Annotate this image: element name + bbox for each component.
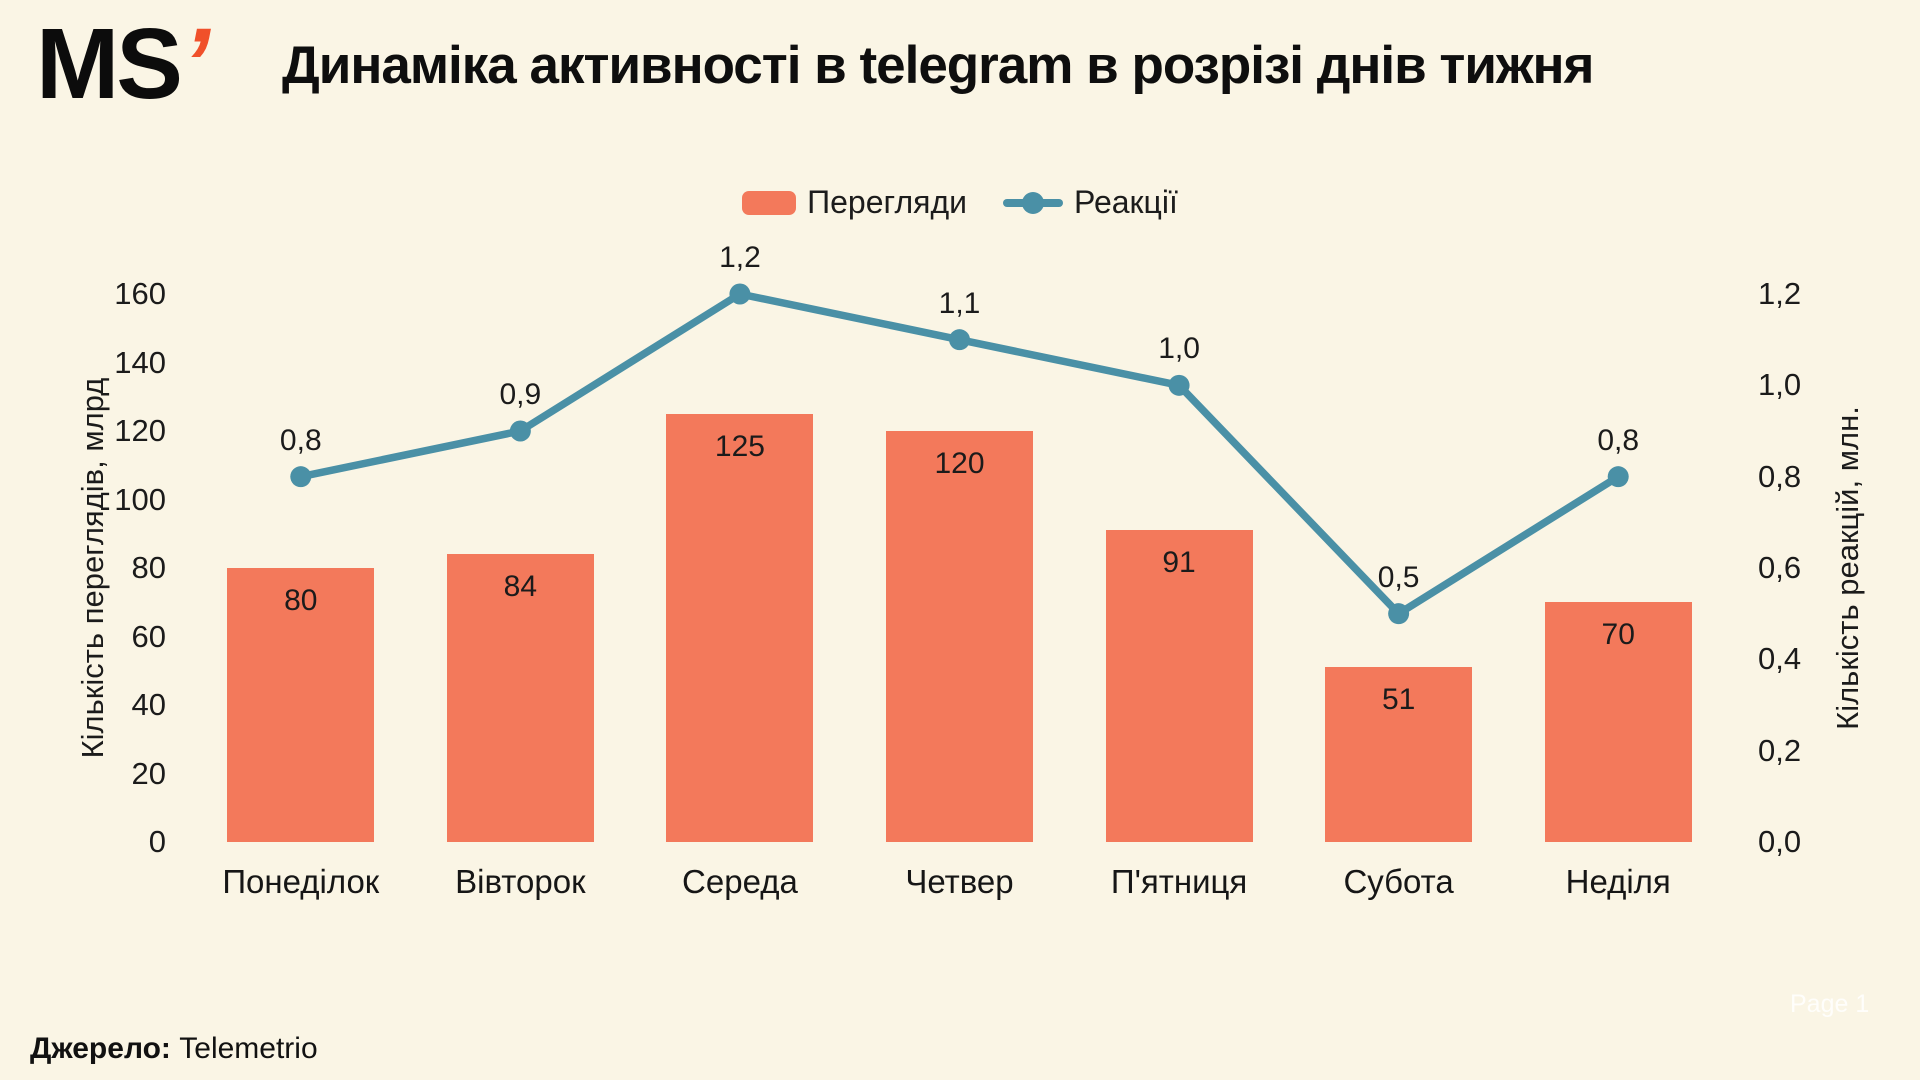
legend-item-reactions: Реакції bbox=[1003, 184, 1178, 221]
source-value: Telemetrio bbox=[179, 1032, 318, 1065]
views-bar: 70 bbox=[1544, 602, 1692, 842]
bar-value-label: 120 bbox=[934, 447, 985, 480]
views-bar: 51 bbox=[1325, 667, 1473, 842]
logo: MS’ bbox=[36, 14, 210, 114]
logo-text: MS bbox=[36, 8, 183, 120]
x-axis-label: Четвер bbox=[905, 863, 1014, 900]
x-axis-label: Субота bbox=[1343, 863, 1454, 900]
reactions-point-label: 1,0 bbox=[1158, 332, 1200, 366]
left-axis-tick: 140 bbox=[114, 344, 166, 380]
x-axis-label: Понеділок bbox=[222, 863, 380, 900]
reactions-point bbox=[509, 420, 531, 442]
left-axis-tick: 160 bbox=[114, 276, 166, 311]
bar-value-label: 91 bbox=[1162, 546, 1196, 580]
reactions-point bbox=[1168, 374, 1190, 396]
reactions-point bbox=[949, 329, 970, 351]
reactions-point-label: 0,8 bbox=[279, 423, 322, 457]
legend-reactions-label: Реакції bbox=[1074, 184, 1178, 220]
left-axis-tick: 60 bbox=[131, 618, 166, 654]
legend-item-views: Перегляди bbox=[742, 184, 967, 221]
reactions-point bbox=[290, 466, 312, 488]
left-axis-tick: 0 bbox=[148, 824, 166, 859]
reactions-line bbox=[290, 283, 1629, 625]
source-label: Джерело: bbox=[30, 1032, 171, 1065]
page-title: Динаміка активності в telegram в розрізі… bbox=[282, 36, 1594, 95]
reactions-point-label: 0,8 bbox=[1597, 423, 1640, 457]
views-bar: 91 bbox=[1105, 530, 1253, 842]
x-axis-label: Середа bbox=[682, 863, 798, 900]
reactions-point-label: 1,1 bbox=[938, 286, 981, 320]
right-axis-tick: 0,8 bbox=[1758, 458, 1802, 494]
views-bar: 80 bbox=[227, 568, 375, 842]
legend-views-label: Перегляди bbox=[807, 184, 968, 220]
views-bar: 125 bbox=[666, 413, 814, 842]
right-axis-tick: 0,0 bbox=[1758, 824, 1802, 859]
right-axis-tick: 1,2 bbox=[1758, 276, 1802, 311]
views-swatch-icon bbox=[742, 190, 797, 215]
reactions-point-label: 1,2 bbox=[719, 241, 761, 274]
x-axis-label: Неділя bbox=[1565, 863, 1671, 900]
views-bar: 84 bbox=[446, 554, 594, 842]
logo-apostrophe-icon: ’ bbox=[182, 8, 210, 120]
right-axis-tick: 0,6 bbox=[1758, 550, 1802, 585]
x-axis-label: Вівторок bbox=[455, 863, 586, 900]
source-note: Джерело: Telemetrio bbox=[30, 1032, 318, 1066]
right-axis-tick: 0,4 bbox=[1758, 641, 1802, 677]
left-axis-tick: 80 bbox=[131, 550, 166, 585]
reactions-point bbox=[1388, 603, 1410, 625]
bar-value-label: 125 bbox=[714, 429, 765, 463]
reactions-point-label: 0,9 bbox=[499, 378, 542, 411]
left-axis-tick: 100 bbox=[114, 481, 166, 517]
left-axis-tick: 40 bbox=[131, 687, 166, 722]
left-axis-tick: 120 bbox=[114, 413, 166, 448]
chart-legend: Перегляди Реакції bbox=[0, 184, 1920, 221]
right-axis-tick: 0,2 bbox=[1758, 732, 1802, 768]
views-bar: 120 bbox=[886, 431, 1033, 842]
left-axis-tick: 20 bbox=[131, 755, 166, 791]
right-axis-tick: 1,0 bbox=[1758, 367, 1802, 403]
page-watermark: Page 1 bbox=[1790, 990, 1870, 1018]
bar-value-label: 51 bbox=[1381, 683, 1416, 717]
bar-value-label: 84 bbox=[503, 570, 538, 604]
reactions-point bbox=[729, 283, 751, 305]
reactions-swatch-icon bbox=[1003, 191, 1064, 215]
bar-value-label: 70 bbox=[1601, 618, 1635, 652]
reactions-point bbox=[1607, 466, 1629, 488]
bar-value-label: 80 bbox=[284, 584, 318, 617]
x-axis-label: П'ятниця bbox=[1110, 863, 1248, 900]
reactions-point-label: 0,5 bbox=[1377, 560, 1420, 594]
